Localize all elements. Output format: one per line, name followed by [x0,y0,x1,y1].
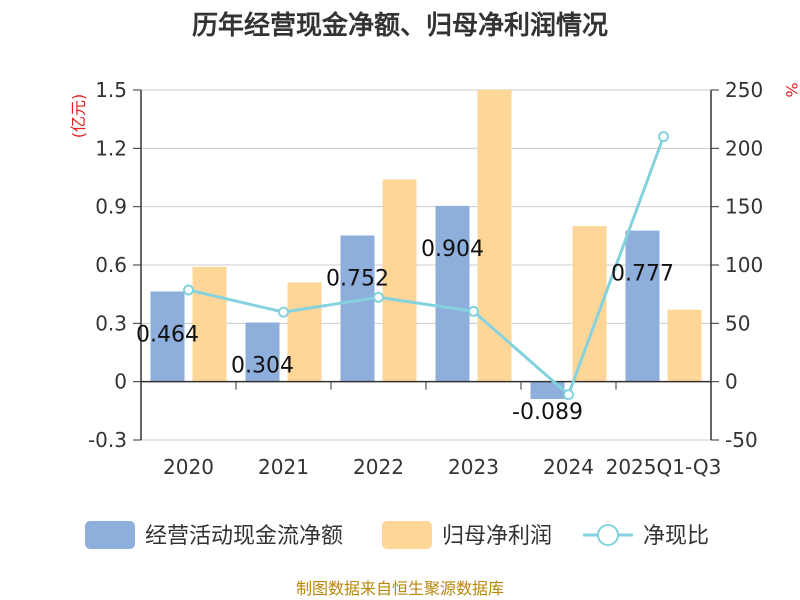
net-cash-ratio-point [658,131,669,143]
bar-net-profit [287,282,322,382]
net-cash-ratio-line [183,131,669,401]
bar-operating-cash [340,235,375,382]
left-axis-tick-label: 0.6 [95,253,127,277]
axes: 1.51.20.90.60.30-0.3250200150100500-5020… [88,78,763,479]
left-axis-tick-label: 1.2 [95,136,127,160]
category-label: 2022 [353,455,404,479]
right-axis-tick-label: 150 [725,195,763,219]
right-axis-tick-label: 250 [725,78,763,102]
left-axis-tick-label: 1.5 [95,78,127,102]
bar-net-profit [667,309,702,382]
data-labels: 0.464 0.304 0.752 0.904 -0.089 0.777 [136,237,674,425]
legend-label-net-cash-ratio: 净现比 [643,524,709,549]
data-label-operating-cash: 0.304 [231,354,294,379]
bar-operating-cash [530,381,565,399]
net-cash-ratio-point [278,306,289,318]
right-axis-tick-label: 0 [725,370,738,394]
left-axis-tick-label: 0 [114,370,127,394]
source-note: 制图数据来自恒生聚源数据库 [296,579,504,598]
left-axis-tick-label: -0.3 [88,428,127,452]
data-label-operating-cash: 0.752 [326,266,389,291]
right-axis-tick-label: 200 [725,136,763,160]
bar-operating-cash [150,291,185,382]
category-label: 2025Q1-Q3 [606,455,722,479]
bar-group [150,90,702,399]
data-label-operating-cash: -0.089 [512,400,583,425]
legend-marker-net-cash-ratio [597,524,619,546]
category-label: 2021 [258,455,309,479]
category-label: 2024 [543,455,594,479]
left-axis-unit: (亿元) [69,94,88,139]
net-cash-ratio-point [373,291,384,303]
right-axis-unit: % [782,82,800,97]
right-axis-tick-label: -50 [725,428,758,452]
net-cash-ratio-polyline [188,136,665,398]
bar-net-profit [192,266,227,382]
right-axis-tick-label: 100 [725,253,763,277]
net-cash-ratio-point [183,284,194,296]
legend-label-net-profit: 归母净利润 [442,524,552,549]
net-cash-ratio-point [468,305,479,317]
left-axis-tick-label: 0.9 [95,195,127,219]
legend-label-operating-cash: 经营活动现金流净额 [145,524,343,549]
bar-net-profit [477,90,512,382]
bar-net-profit [382,179,417,382]
net-cash-ratio-point [563,389,574,401]
data-label-operating-cash: 0.464 [136,322,199,347]
bar-operating-cash [625,230,660,382]
bar-operating-cash [435,205,470,382]
bar-operating-cash [245,322,280,382]
category-label: 2023 [448,455,499,479]
data-label-operating-cash: 0.904 [421,237,484,262]
right-axis-tick-label: 50 [725,311,750,335]
category-label: 2020 [163,455,214,479]
legend: 经营活动现金流净额 归母净利润 净现比 [85,521,709,549]
left-axis-tick-label: 0.3 [95,311,127,335]
legend-swatch-operating-cash [85,521,135,549]
data-label-operating-cash: 0.777 [611,262,674,287]
chart-title: 历年经营现金净额、归母净利润情况 [192,10,608,41]
legend-swatch-net-profit [382,521,432,549]
